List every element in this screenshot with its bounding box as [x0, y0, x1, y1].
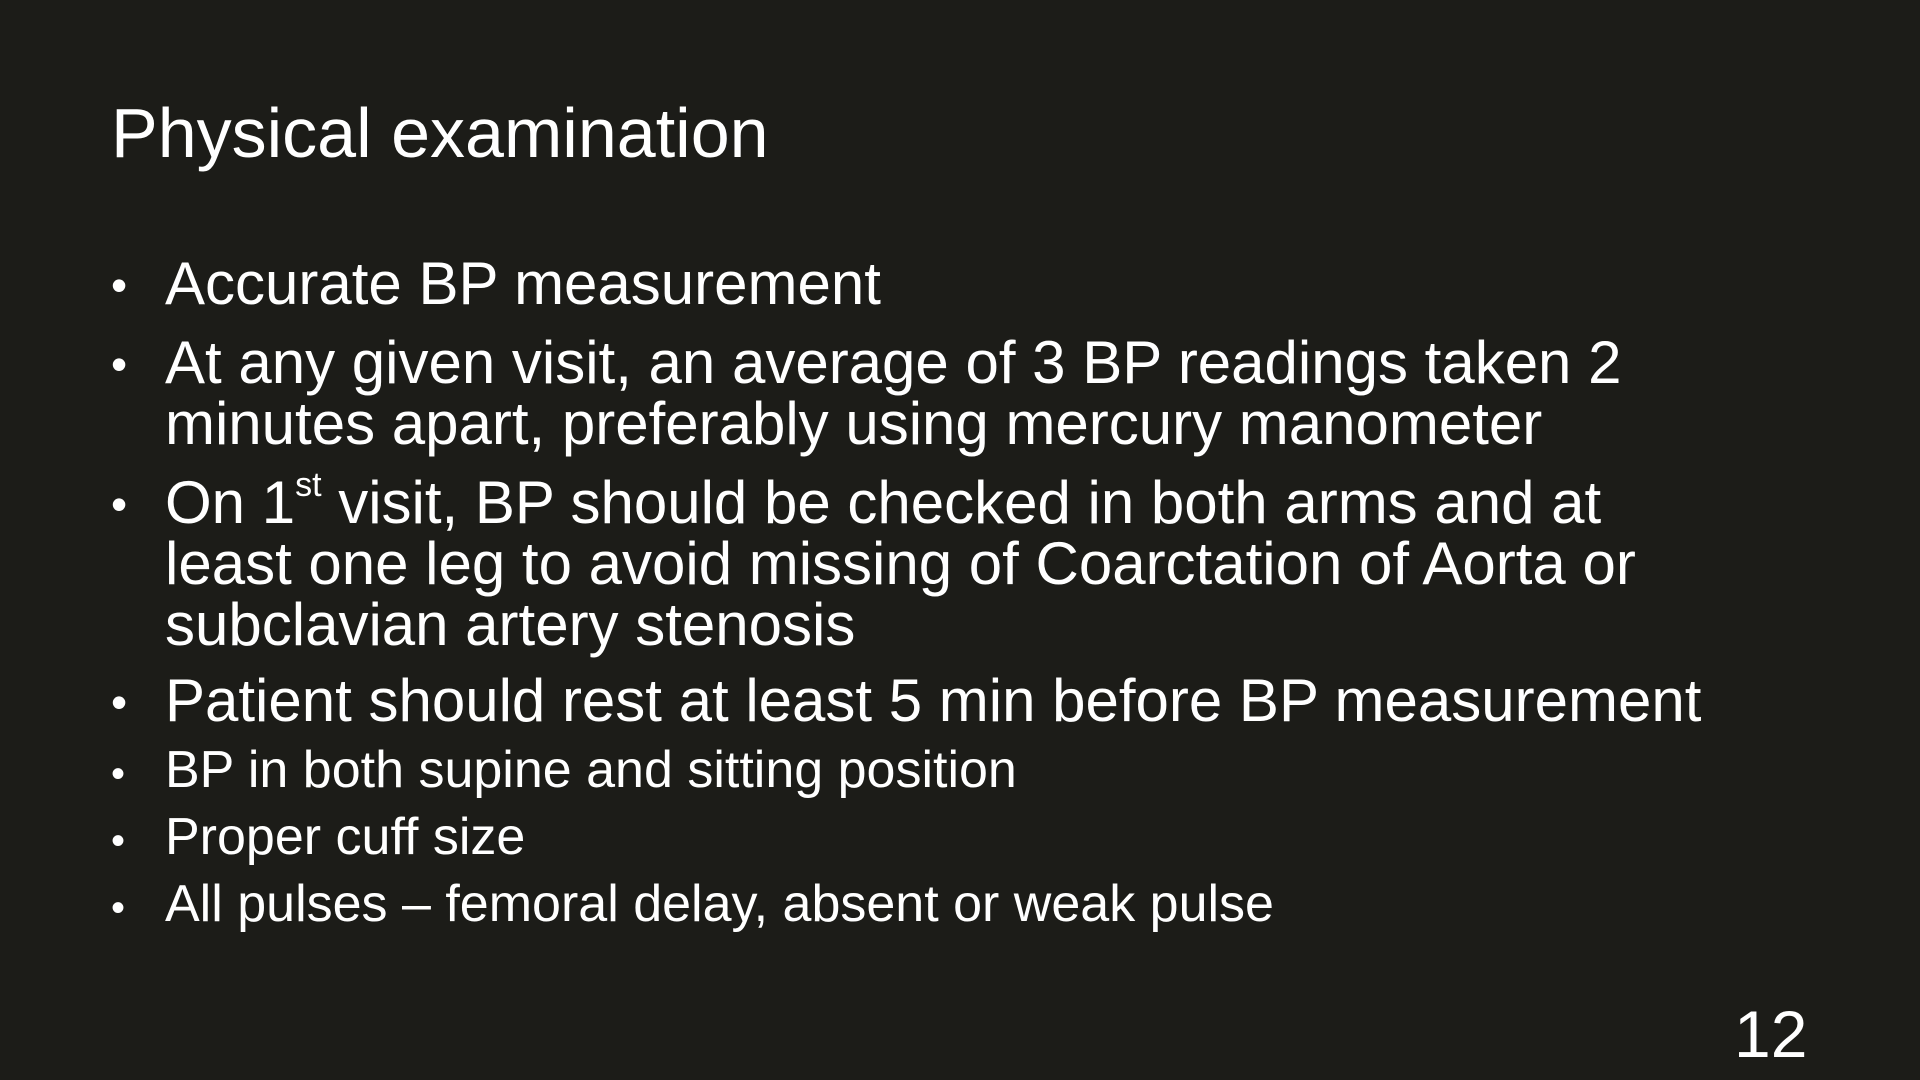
bullet-line: least one leg to avoid missing of Coarct…: [165, 530, 1636, 597]
bullet-dot: •: [111, 259, 128, 311]
ordinal-superscript: st: [295, 466, 322, 504]
bullet-line-pre: On 1: [165, 469, 296, 536]
bullet-line: minutes apart, preferably using mercury …: [165, 390, 1543, 457]
bullet-line: subclavian artery stenosis: [165, 591, 856, 658]
bullet-line-post: visit, BP should be checked in both arms…: [321, 469, 1602, 536]
bullet-dot: •: [111, 819, 126, 863]
bullet-dot: •: [111, 886, 126, 930]
bullet-dot: •: [111, 676, 128, 728]
bullet-text: BP in both supine and sitting position: [165, 741, 1017, 799]
bullet-line: At any given visit, an average of 3 BP r…: [165, 329, 1622, 396]
bullet-text: On 1st visit, BP should be checked in bo…: [165, 468, 1885, 658]
bullet-dot: •: [111, 752, 126, 796]
slide-title: Physical examination: [111, 94, 769, 172]
bullet-dot: •: [111, 478, 128, 530]
bullet-line: On 1st visit, BP should be checked in bo…: [165, 468, 1885, 536]
bullet-text: All pulses – femoral delay, absent or we…: [165, 875, 1274, 933]
page-number: 12: [1734, 997, 1808, 1071]
bullet-text: Patient should rest at least 5 min befor…: [165, 667, 1702, 734]
bullet-text: Proper cuff size: [165, 808, 526, 866]
bullet-text: At any given visit, an average of 3 BP r…: [165, 332, 1885, 454]
bullet-text: Accurate BP measurement: [165, 250, 881, 317]
bullet-dot: •: [111, 338, 128, 390]
